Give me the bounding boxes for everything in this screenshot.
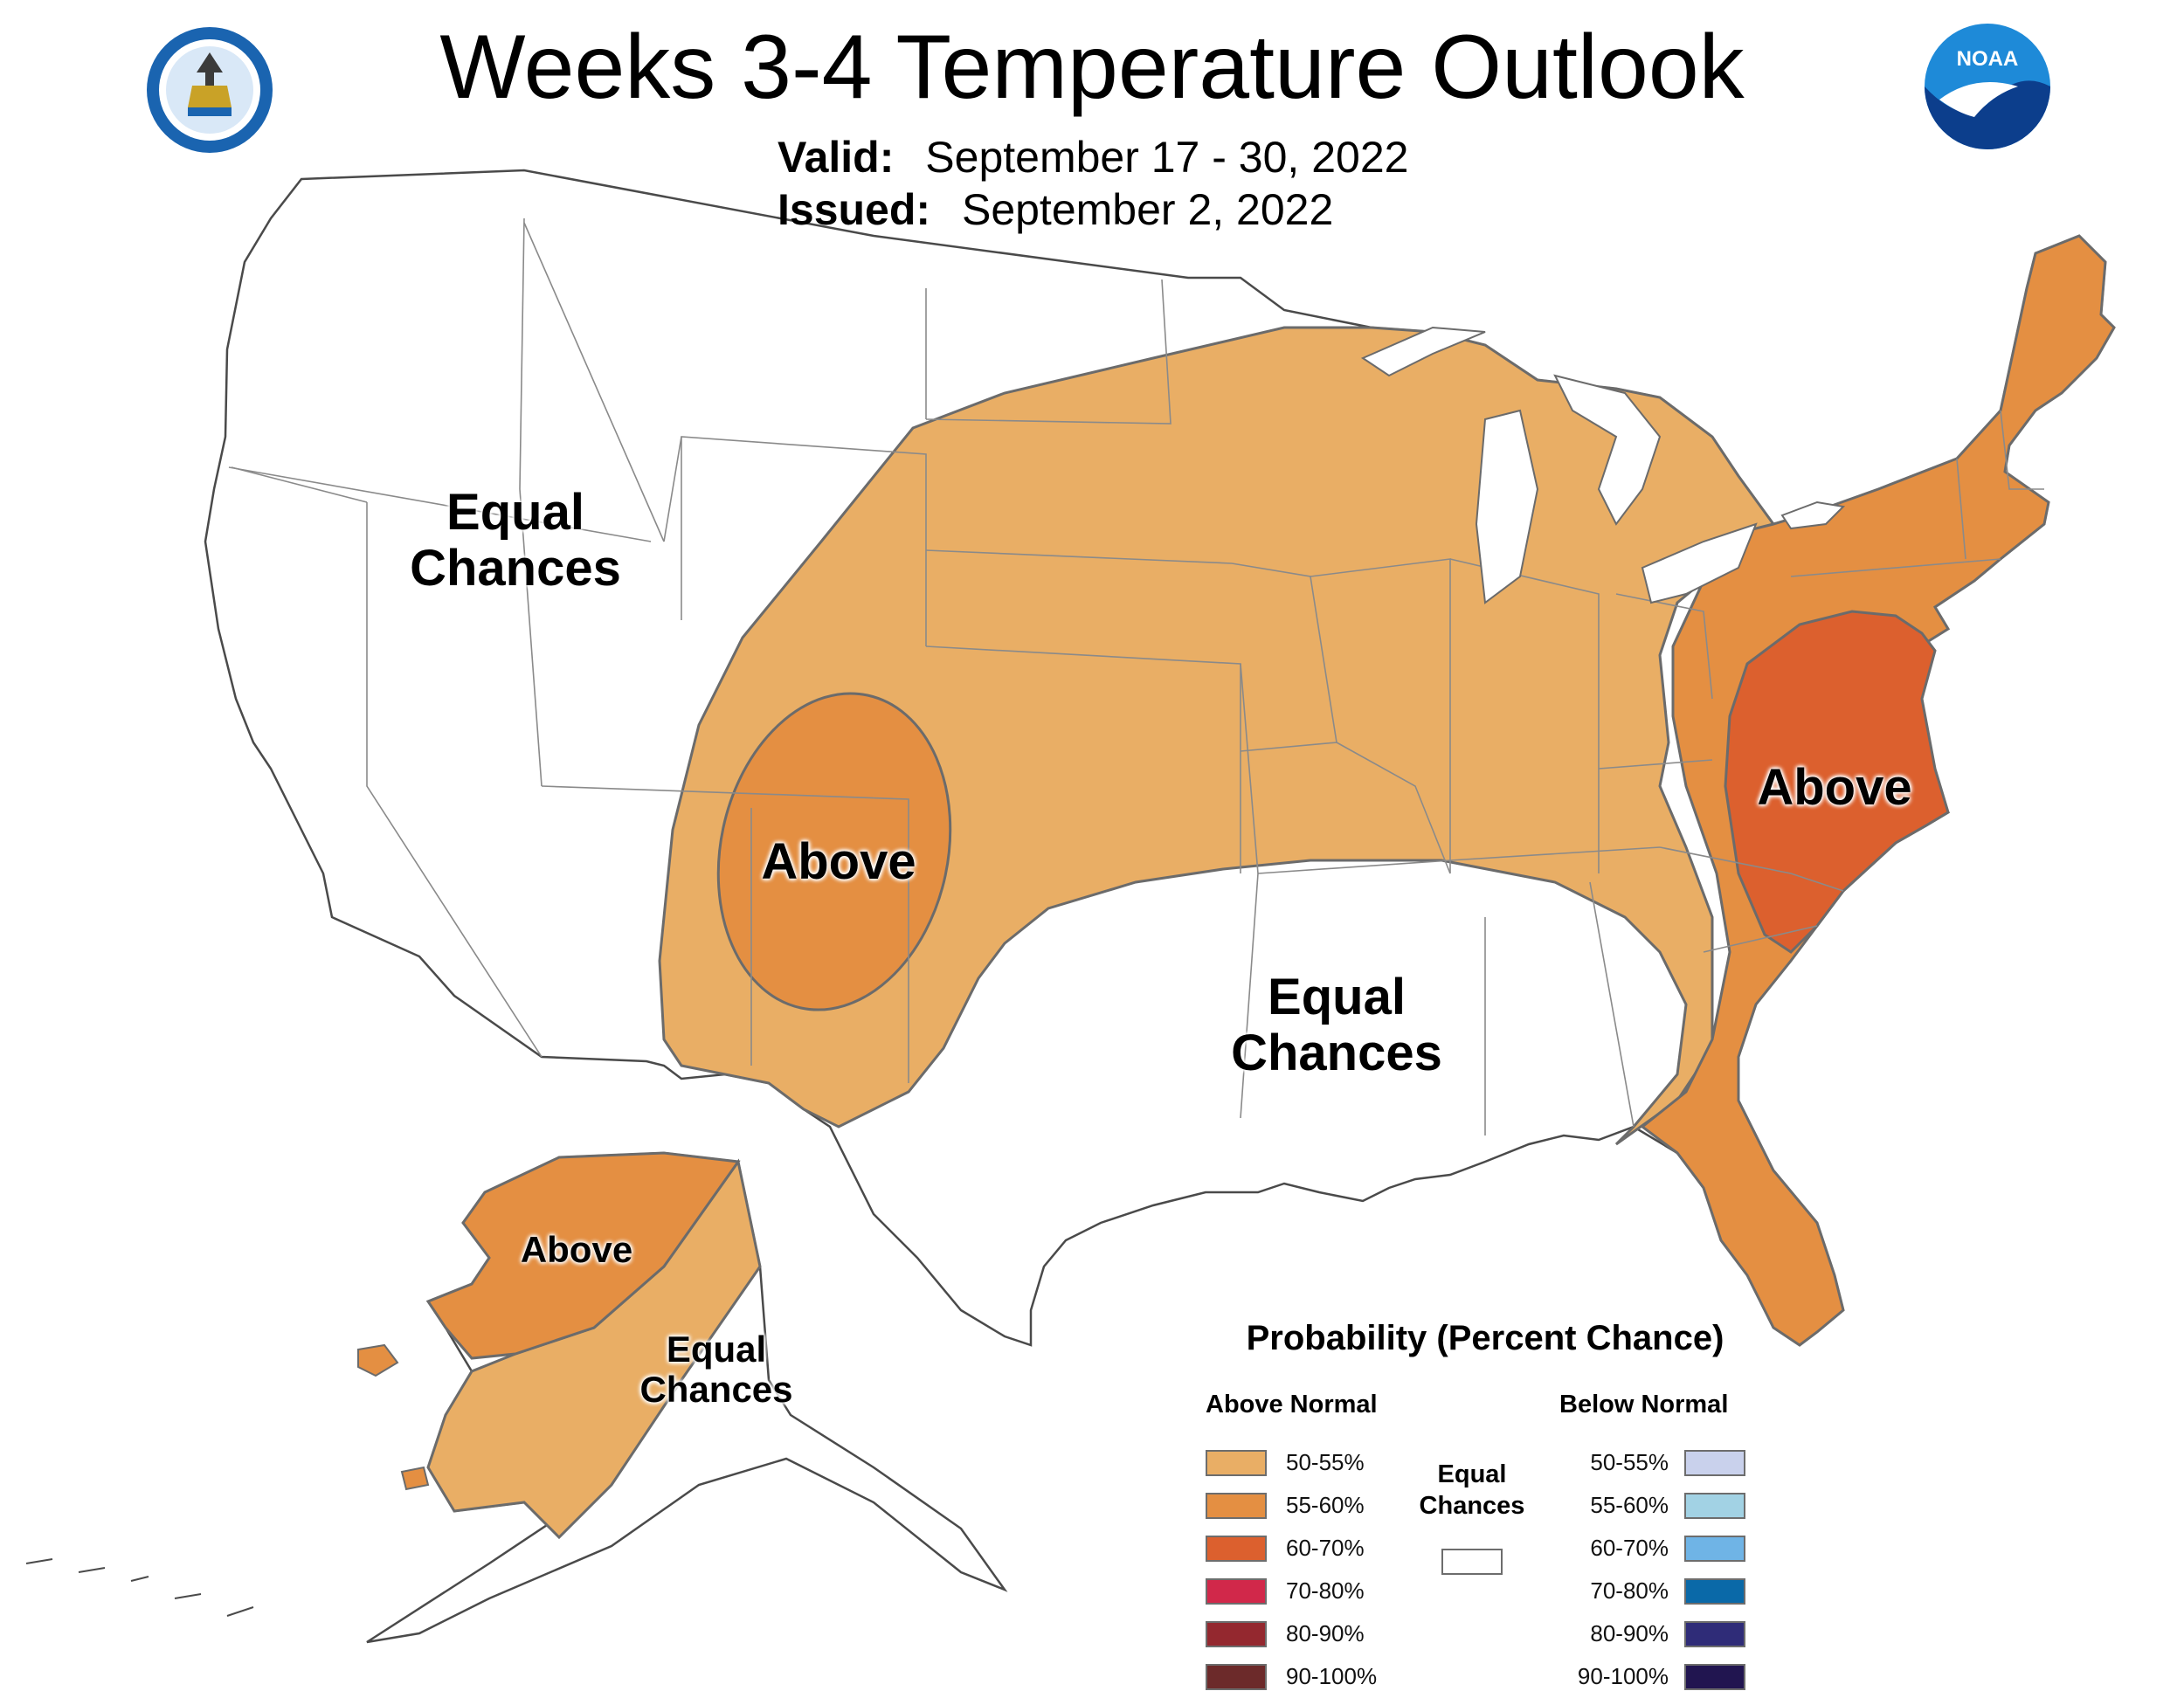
legend-below-row: 55-60%: [1564, 1484, 1745, 1527]
legend-row-label: 80-90%: [1286, 1620, 1365, 1646]
legend-above-list: 50-55% 55-60% 60-70% 70-80% 80-90% 90-10…: [1206, 1441, 1377, 1698]
legend-swatch: [1684, 1620, 1745, 1647]
legend-swatch: [1206, 1535, 1267, 1562]
legend-swatch: [1206, 1663, 1267, 1690]
legend-swatch: [1684, 1449, 1745, 1476]
legend-row-label: 90-100%: [1286, 1663, 1378, 1689]
date-block: Valid: September 17 - 30, 2022 Issued: S…: [778, 131, 1408, 236]
issued-date: September 2, 2022: [961, 185, 1334, 234]
legend-equal-chances-label: Equal Chances: [1419, 1460, 1525, 1521]
legend-above-row: 70-80%: [1206, 1570, 1377, 1612]
map-label-alaska-above: Above: [520, 1229, 633, 1270]
map-label-south-equal-chances: Equal Chances: [1231, 969, 1442, 1081]
legend-row-label: 90-100%: [1577, 1663, 1669, 1689]
legend-swatch: [1684, 1492, 1745, 1519]
legend: Probability (Percent Chance): [1197, 1319, 1773, 1358]
map-label-alaska-equal-chances: Equal Chances: [639, 1329, 793, 1411]
valid-label: Valid:: [778, 133, 895, 182]
page-title: Weeks 3-4 Temperature Outlook: [439, 17, 1745, 118]
legend-row-label: 60-70%: [1286, 1535, 1365, 1561]
legend-swatch: [1206, 1620, 1267, 1647]
legend-row-label: 70-80%: [1590, 1577, 1669, 1604]
legend-swatch: [1206, 1492, 1267, 1519]
alaska-above-55-60-region: [425, 1151, 741, 1360]
alaska-islands: [357, 1343, 430, 1491]
valid-dates: September 17 - 30, 2022: [925, 133, 1409, 182]
legend-row-label: 80-90%: [1590, 1620, 1669, 1646]
legend-row-label: 70-80%: [1286, 1577, 1365, 1604]
legend-row-label: 55-60%: [1590, 1492, 1669, 1518]
state-boundaries: [228, 217, 2044, 1135]
above-60-70-region: [1724, 610, 1950, 954]
great-lakes: [1360, 326, 1846, 604]
legend-swatch: [1684, 1535, 1745, 1562]
legend-swatch: [1206, 1449, 1267, 1476]
issued-label: Issued:: [778, 185, 931, 234]
noaa-logo-text: NOAA: [1956, 47, 2019, 71]
legend-below-row: 80-90%: [1564, 1612, 1745, 1655]
legend-row-label: 60-70%: [1590, 1535, 1669, 1561]
aleutian-islands: [25, 1558, 254, 1617]
legend-swatch: [1684, 1663, 1745, 1690]
map-label-east-above: Above: [1757, 759, 1912, 816]
legend-swatch: [1206, 1577, 1267, 1605]
legend-below-list: 50-55% 55-60% 60-70% 70-80% 80-90% 90-10…: [1564, 1441, 1745, 1698]
legend-row-label: 55-60%: [1286, 1492, 1365, 1518]
legend-above-row: 60-70%: [1206, 1527, 1377, 1570]
map-label-west-equal-chances: Equal Chances: [410, 484, 621, 597]
legend-above-row: 90-100%: [1206, 1655, 1377, 1698]
legend-swatch: [1684, 1577, 1745, 1605]
above-55-60-southwest-oval: [716, 692, 952, 1011]
noaa-logo-icon: NOAA: [1922, 21, 2053, 152]
legend-above-row: 55-60%: [1206, 1484, 1377, 1527]
legend-equal-chances-swatch: [1441, 1549, 1503, 1575]
legend-above-heading: Above Normal: [1206, 1391, 1378, 1418]
map-label-southwest-above: Above: [761, 833, 916, 890]
legend-title: Probability (Percent Chance): [1246, 1319, 1724, 1357]
legend-below-row: 70-80%: [1564, 1570, 1745, 1612]
legend-above-row: 80-90%: [1206, 1612, 1377, 1655]
legend-below-row: 90-100%: [1564, 1655, 1745, 1698]
department-of-commerce-seal-icon: [144, 24, 275, 155]
legend-below-row: 50-55%: [1564, 1441, 1745, 1484]
legend-row-label: 50-55%: [1590, 1449, 1669, 1475]
legend-below-heading: Below Normal: [1559, 1391, 1729, 1418]
legend-row-label: 50-55%: [1286, 1449, 1365, 1475]
legend-below-row: 60-70%: [1564, 1527, 1745, 1570]
legend-above-row: 50-55%: [1206, 1441, 1377, 1484]
